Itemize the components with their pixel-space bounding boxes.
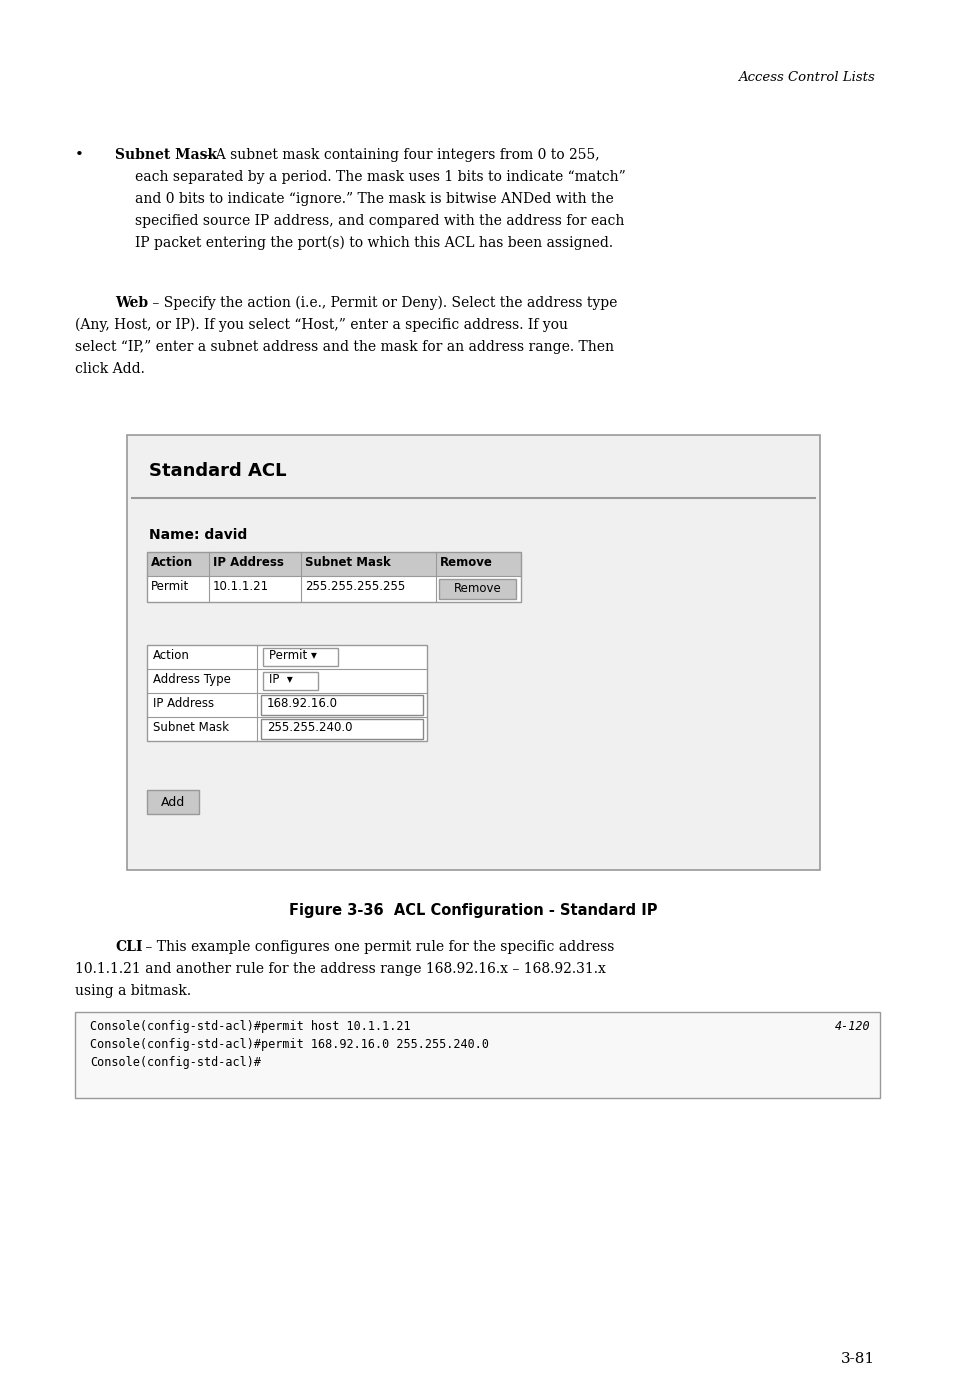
Text: specified source IP address, and compared with the address for each: specified source IP address, and compare… (135, 214, 623, 228)
Bar (127, 434, 820, 870)
Text: – Specify the action (i.e., Permit or Deny). Select the address type: – Specify the action (i.e., Permit or De… (148, 296, 617, 311)
Text: Action: Action (151, 557, 193, 569)
Text: Action: Action (152, 650, 190, 662)
Bar (147, 645, 427, 741)
Text: IP packet entering the port(s) to which this ACL has been assigned.: IP packet entering the port(s) to which … (135, 236, 613, 250)
Text: (Any, Host, or IP). If you select “Host,” enter a specific address. If you: (Any, Host, or IP). If you select “Host,… (75, 318, 567, 332)
Bar (261, 719, 422, 738)
Text: IP  ▾: IP ▾ (269, 673, 293, 686)
Bar (261, 695, 422, 715)
Text: Subnet Mask: Subnet Mask (152, 720, 229, 734)
Text: 10.1.1.21: 10.1.1.21 (213, 580, 269, 593)
Bar (147, 576, 520, 602)
Text: – This example configures one permit rule for the specific address: – This example configures one permit rul… (141, 940, 614, 954)
Text: Address Type: Address Type (152, 673, 231, 686)
Text: Console(config-std-acl)#permit host 10.1.1.21: Console(config-std-acl)#permit host 10.1… (90, 1020, 410, 1033)
Text: •: • (75, 149, 84, 162)
Text: Access Control Lists: Access Control Lists (738, 72, 874, 85)
Bar (263, 672, 317, 690)
Text: 3-81: 3-81 (840, 1352, 874, 1366)
Bar (147, 790, 199, 813)
Text: 4-120: 4-120 (834, 1020, 869, 1033)
Text: Remove: Remove (439, 557, 493, 569)
Bar (75, 1012, 879, 1098)
Bar (263, 648, 337, 666)
Text: Console(config-std-acl)#permit 168.92.16.0 255.255.240.0: Console(config-std-acl)#permit 168.92.16… (90, 1038, 489, 1051)
Bar (438, 579, 516, 600)
Text: Permit ▾: Permit ▾ (269, 650, 316, 662)
Text: IP Address: IP Address (213, 557, 284, 569)
Text: – A subnet mask containing four integers from 0 to 255,: – A subnet mask containing four integers… (200, 149, 599, 162)
Text: Subnet Mask: Subnet Mask (115, 149, 217, 162)
Text: Remove: Remove (453, 583, 501, 595)
Text: Add: Add (161, 795, 185, 808)
Text: Subnet Mask: Subnet Mask (305, 557, 391, 569)
Text: 168.92.16.0: 168.92.16.0 (267, 697, 337, 711)
Text: 255.255.255.255: 255.255.255.255 (305, 580, 405, 593)
Text: Console(config-std-acl)#: Console(config-std-acl)# (90, 1056, 261, 1069)
Text: 255.255.240.0: 255.255.240.0 (267, 720, 352, 734)
Text: Web: Web (115, 296, 148, 310)
Text: 10.1.1.21 and another rule for the address range 168.92.16.x – 168.92.31.x: 10.1.1.21 and another rule for the addre… (75, 962, 605, 976)
Text: Standard ACL: Standard ACL (149, 462, 286, 480)
Text: Permit: Permit (151, 580, 189, 593)
Bar (147, 552, 520, 602)
Text: Figure 3-36  ACL Configuration - Standard IP: Figure 3-36 ACL Configuration - Standard… (289, 904, 657, 917)
Text: each separated by a period. The mask uses 1 bits to indicate “match”: each separated by a period. The mask use… (135, 169, 625, 185)
Text: CLI: CLI (115, 940, 142, 954)
Text: IP Address: IP Address (152, 697, 213, 711)
Bar (147, 552, 520, 576)
Text: using a bitmask.: using a bitmask. (75, 984, 191, 998)
Text: click Add.: click Add. (75, 362, 145, 376)
Text: Name: david: Name: david (149, 527, 247, 541)
Text: select “IP,” enter a subnet address and the mask for an address range. Then: select “IP,” enter a subnet address and … (75, 340, 614, 354)
Text: and 0 bits to indicate “ignore.” The mask is bitwise ANDed with the: and 0 bits to indicate “ignore.” The mas… (135, 192, 613, 205)
